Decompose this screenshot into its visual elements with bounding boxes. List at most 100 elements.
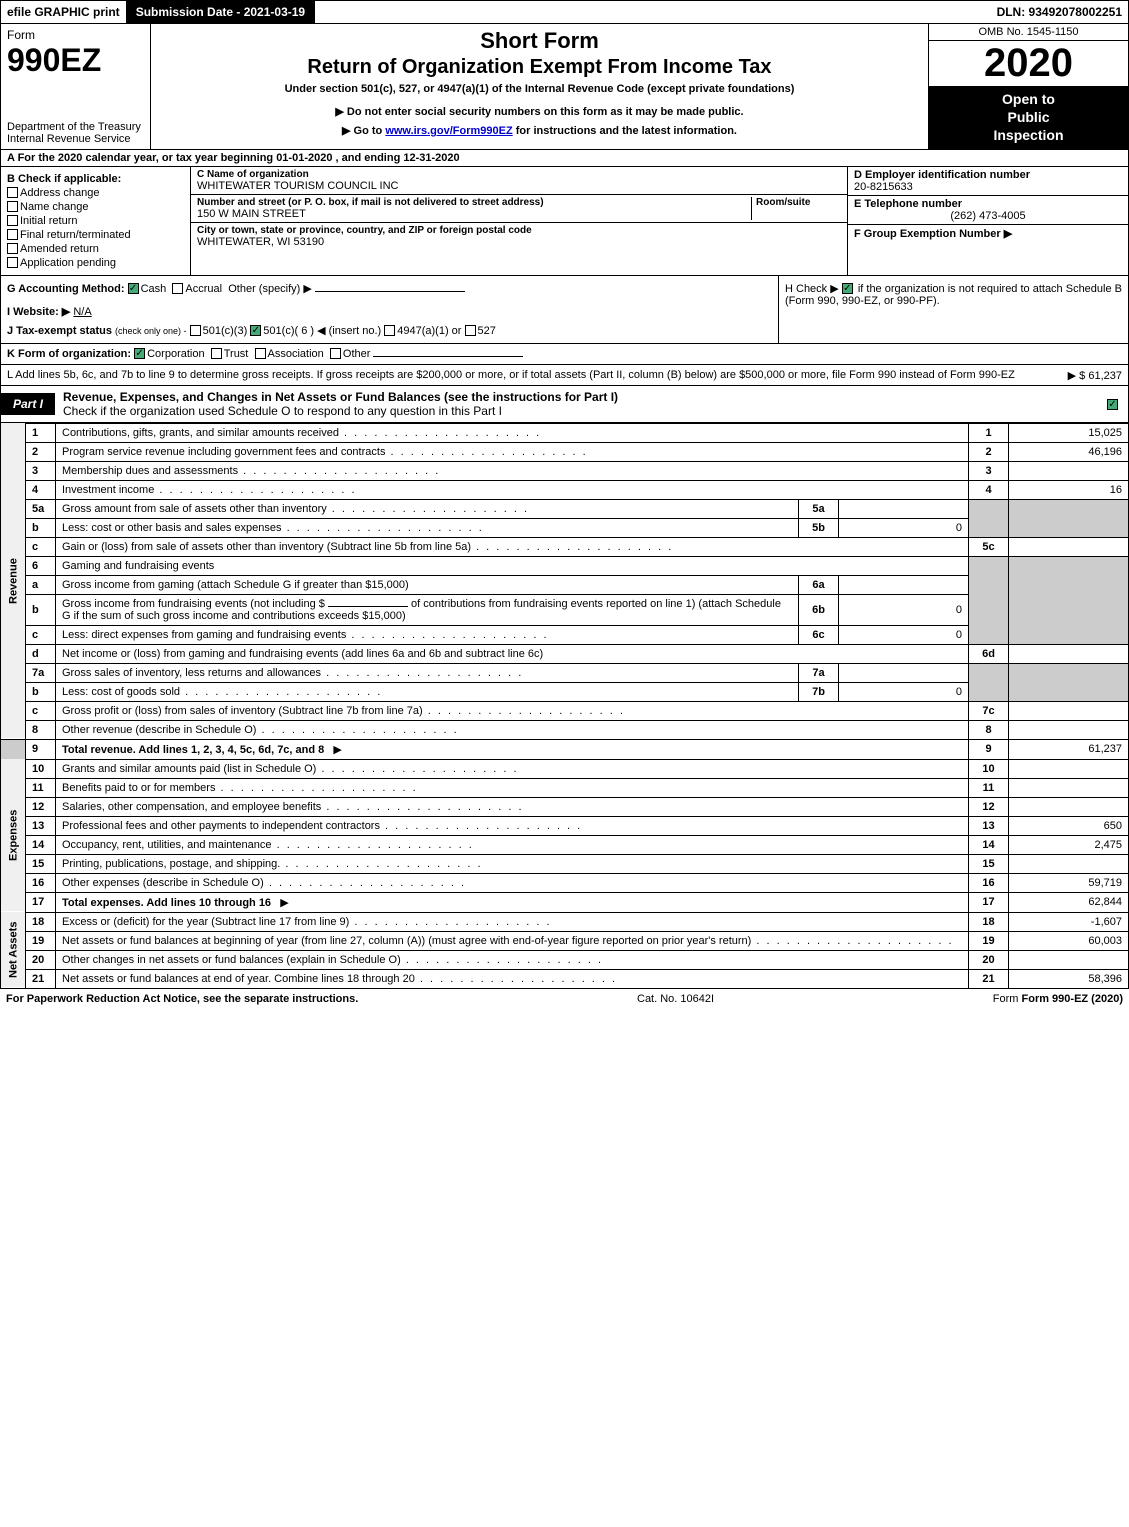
footer-left: For Paperwork Reduction Act Notice, see … xyxy=(6,993,358,1005)
j-hint: (check only one) - xyxy=(115,326,187,336)
do-not-enter: ▶ Do not enter social security numbers o… xyxy=(159,105,920,118)
l7a-num: 7a xyxy=(26,663,56,682)
form-number: 990EZ xyxy=(7,42,144,79)
l21-num: 21 xyxy=(26,969,56,988)
header-left: Form 990EZ Department of the Treasury In… xyxy=(1,24,151,149)
form-word: Form xyxy=(7,28,144,42)
line-21: 21 Net assets or fund balances at end of… xyxy=(1,969,1129,988)
footer: For Paperwork Reduction Act Notice, see … xyxy=(0,989,1129,1009)
l7c-desc: Gross profit or (loss) from sales of inv… xyxy=(56,701,969,720)
l5a-num: 5a xyxy=(26,499,56,518)
l1-num: 1 xyxy=(26,423,56,442)
other-org-line[interactable] xyxy=(373,356,523,357)
l5b-sv: 0 xyxy=(839,518,969,537)
topbar: efile GRAPHIC print Submission Date - 20… xyxy=(0,0,1129,24)
corp-checkbox[interactable]: ✓ xyxy=(134,348,145,359)
l9-num: 9 xyxy=(26,739,56,759)
l17-rn: 17 xyxy=(969,892,1009,912)
l14-num: 14 xyxy=(26,835,56,854)
l5ab-grey-val xyxy=(1009,499,1129,537)
assoc-checkbox[interactable] xyxy=(255,348,266,359)
section-h: H Check ▶ ✓ if the organization is not r… xyxy=(778,276,1128,343)
other-specify-line[interactable] xyxy=(315,291,465,292)
other-org-checkbox[interactable] xyxy=(330,348,341,359)
4947-label: 4947(a)(1) or xyxy=(397,325,461,337)
line-3: 3 Membership dues and assessments 3 xyxy=(1,461,1129,480)
section-k: K Form of organization: ✓Corporation Tru… xyxy=(0,344,1129,365)
l16-rn: 16 xyxy=(969,873,1009,892)
amended-return-checkbox[interactable] xyxy=(7,243,18,254)
application-pending-checkbox[interactable] xyxy=(7,257,18,268)
ein-value: 20-8215633 xyxy=(854,181,1122,193)
l6-grey xyxy=(969,556,1009,644)
l9-desc: Total revenue. Add lines 1, 2, 3, 4, 5c,… xyxy=(56,739,969,759)
expenses-side-label: Expenses xyxy=(1,759,26,912)
lines-table: Revenue 1 Contributions, gifts, grants, … xyxy=(0,423,1129,989)
amended-return: Amended return xyxy=(20,243,99,255)
527-label: 527 xyxy=(478,325,496,337)
l8-num: 8 xyxy=(26,720,56,739)
line-6c: c Less: direct expenses from gaming and … xyxy=(1,625,1129,644)
section-g: G Accounting Method: ✓Cash Accrual Other… xyxy=(1,276,778,343)
l2-rv: 46,196 xyxy=(1009,442,1129,461)
l19-desc: Net assets or fund balances at beginning… xyxy=(56,931,969,950)
cash-checkbox[interactable]: ✓ xyxy=(128,283,139,294)
other-label: Other (specify) ▶ xyxy=(228,283,312,295)
l6b-blank[interactable] xyxy=(328,606,408,607)
name-change-checkbox[interactable] xyxy=(7,201,18,212)
l3-rv xyxy=(1009,461,1129,480)
l7ab-grey-val xyxy=(1009,663,1129,701)
l14-desc: Occupancy, rent, utilities, and maintena… xyxy=(56,835,969,854)
l6c-sv: 0 xyxy=(839,625,969,644)
l8-rn: 8 xyxy=(969,720,1009,739)
l3-num: 3 xyxy=(26,461,56,480)
line-6d: d Net income or (loss) from gaming and f… xyxy=(1,644,1129,663)
l2-desc: Program service revenue including govern… xyxy=(56,442,969,461)
website-value: N/A xyxy=(73,306,91,318)
address-change-checkbox[interactable] xyxy=(7,187,18,198)
h-checkbox[interactable]: ✓ xyxy=(842,283,853,294)
501c-checkbox[interactable]: ✓ xyxy=(250,325,261,336)
trust-checkbox[interactable] xyxy=(211,348,222,359)
l5b-num: b xyxy=(26,518,56,537)
l12-rn: 12 xyxy=(969,797,1009,816)
l17-desc-text: Total expenses. Add lines 10 through 16 xyxy=(62,897,271,909)
final-return: Final return/terminated xyxy=(20,229,131,241)
l7c-num: c xyxy=(26,701,56,720)
4947-checkbox[interactable] xyxy=(384,325,395,336)
l5b-sn: 5b xyxy=(799,518,839,537)
efile-print[interactable]: efile GRAPHIC print xyxy=(1,3,126,21)
501c3-checkbox[interactable] xyxy=(190,325,201,336)
l11-rv xyxy=(1009,778,1129,797)
part1-checkbox[interactable]: ✓ xyxy=(1107,399,1118,410)
l12-num: 12 xyxy=(26,797,56,816)
part1-check-text: Check if the organization used Schedule … xyxy=(63,404,502,418)
line-5a: 5a Gross amount from sale of assets othe… xyxy=(1,499,1129,518)
l6a-desc: Gross income from gaming (attach Schedul… xyxy=(56,575,799,594)
l7a-sv xyxy=(839,663,969,682)
net-assets-side-label: Net Assets xyxy=(1,912,26,988)
public: Public xyxy=(933,108,1124,126)
initial-return-checkbox[interactable] xyxy=(7,215,18,226)
l1-desc: Contributions, gifts, grants, and simila… xyxy=(56,423,969,442)
line-16: 16 Other expenses (describe in Schedule … xyxy=(1,873,1129,892)
org-city: WHITEWATER, WI 53190 xyxy=(197,236,841,248)
l16-rv: 59,719 xyxy=(1009,873,1129,892)
l6b-sn: 6b xyxy=(799,594,839,625)
final-return-checkbox[interactable] xyxy=(7,229,18,240)
goto-line: ▶ Go to www.irs.gov/Form990EZ for instru… xyxy=(159,124,920,137)
l6b-sv: 0 xyxy=(839,594,969,625)
l10-rv xyxy=(1009,759,1129,778)
l20-num: 20 xyxy=(26,950,56,969)
line-17: 17 Total expenses. Add lines 10 through … xyxy=(1,892,1129,912)
goto-link[interactable]: www.irs.gov/Form990EZ xyxy=(385,125,512,137)
accrual-checkbox[interactable] xyxy=(172,283,183,294)
l5a-sv xyxy=(839,499,969,518)
l6d-rn: 6d xyxy=(969,644,1009,663)
h-text3: (Form 990, 990-EZ, or 990-PF). xyxy=(785,295,940,307)
l6a-num: a xyxy=(26,575,56,594)
l19-num: 19 xyxy=(26,931,56,950)
l7b-sn: 7b xyxy=(799,682,839,701)
l6c-desc: Less: direct expenses from gaming and fu… xyxy=(56,625,799,644)
527-checkbox[interactable] xyxy=(465,325,476,336)
